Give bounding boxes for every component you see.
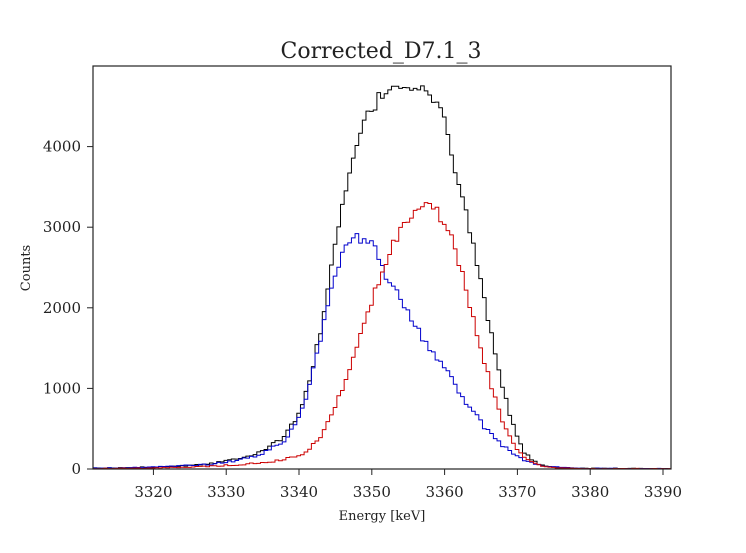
x-tick-label: 3320 — [134, 483, 172, 501]
series-line-3 — [93, 202, 671, 470]
x-tick-label: 3390 — [644, 483, 682, 501]
y-axis: 0 1000 2000 3000 4000 — [43, 138, 93, 478]
x-tick-label: 3380 — [571, 483, 609, 501]
x-tick-label: 3370 — [498, 483, 536, 501]
y-tick-label: 4000 — [43, 138, 81, 156]
series-line-1 — [93, 85, 671, 470]
x-axis: 3320 3330 3340 3350 3360 3370 3380 3390 — [134, 469, 682, 501]
x-tick-label: 3350 — [353, 483, 391, 501]
x-tick-label: 3340 — [280, 483, 318, 501]
x-axis-label: Energy [keV] — [339, 509, 426, 524]
y-tick-label: 3000 — [43, 218, 81, 236]
series-line-2 — [93, 233, 671, 470]
x-tick-label: 3330 — [207, 483, 245, 501]
plot-frame — [92, 65, 672, 470]
series-layer — [93, 85, 671, 470]
y-tick-label: 0 — [71, 460, 81, 478]
y-axis-label: Counts — [19, 245, 34, 291]
x-tick-label: 3360 — [426, 483, 464, 501]
y-tick-label: 2000 — [43, 299, 81, 317]
y-tick-label: 1000 — [43, 379, 81, 397]
chart-title: Corrected_D7.1_3 — [280, 39, 481, 64]
